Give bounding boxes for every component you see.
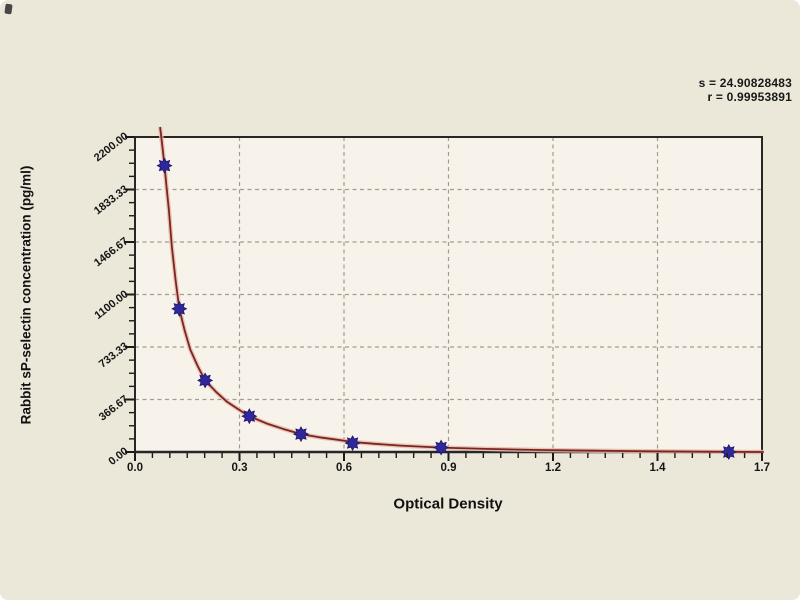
- x-axis-label: Optical Density: [393, 495, 503, 513]
- x-tick-label: 0.0: [127, 462, 143, 474]
- data-point-marker: [197, 372, 214, 389]
- x-tick-label: 0.9: [440, 462, 457, 474]
- fit-statistic-s: s = 24.90828483: [698, 76, 792, 90]
- data-point-marker: [292, 426, 310, 443]
- fit-statistic-r: r = 0.99953891: [707, 90, 792, 104]
- data-point-marker: [433, 439, 450, 456]
- x-tick-label: 1.7: [754, 462, 770, 474]
- x-tick-label: 0.6: [336, 462, 352, 474]
- data-point-marker: [241, 408, 258, 425]
- data-point-marker: [720, 443, 737, 461]
- fit-statistics: s = 24.90828483 r = 0.99953891: [699, 76, 792, 104]
- x-tick-label: 0.3: [231, 462, 248, 474]
- x-tick-label: 1.2: [545, 462, 561, 474]
- data-point-marker: [156, 157, 173, 174]
- data-point-marker: [344, 435, 361, 452]
- y-axis-label: Rabbit sP-selectin concentration (pg/ml): [18, 165, 34, 425]
- data-point-marker: [171, 300, 188, 317]
- x-tick-label: 1.4: [649, 462, 666, 474]
